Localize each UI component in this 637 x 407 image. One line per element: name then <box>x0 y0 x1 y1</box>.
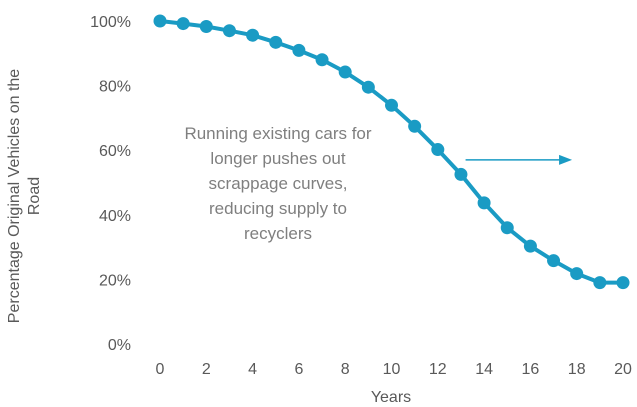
annotation-arrow-head <box>559 154 573 165</box>
x-tick-label: 18 <box>568 361 586 378</box>
data-point <box>176 17 190 31</box>
data-point <box>616 276 630 290</box>
y-tick-label: 20% <box>99 272 131 289</box>
x-tick-label: 20 <box>614 361 632 378</box>
y-axis-title: Percentage Original Vehicles on the Road <box>6 69 43 323</box>
y-axis-title-line: Road <box>26 177 43 215</box>
data-point <box>153 14 167 28</box>
data-point <box>408 119 422 133</box>
x-tick-label: 16 <box>522 361 540 378</box>
data-point <box>547 254 561 268</box>
data-point <box>199 19 213 33</box>
data-point <box>222 24 236 38</box>
x-tick-label: 12 <box>429 361 447 378</box>
data-point <box>477 196 491 210</box>
data-point <box>315 53 329 67</box>
annotation-text-line: scrappage curves, <box>209 174 348 193</box>
data-point <box>246 28 260 42</box>
data-point <box>454 167 468 181</box>
data-point <box>338 65 352 79</box>
data-point <box>593 276 607 290</box>
data-point <box>292 43 306 57</box>
x-tick-label: 14 <box>475 361 493 378</box>
data-point <box>361 80 375 94</box>
data-point <box>523 239 537 253</box>
y-tick-label: 60% <box>99 143 131 160</box>
y-tick-labels: 0% 20% 40% 60% 80% 100% <box>90 14 131 354</box>
y-tick-label: 40% <box>99 208 131 225</box>
x-tick-label: 8 <box>341 361 350 378</box>
annotation-text-line: recyclers <box>244 224 312 243</box>
series-group <box>153 14 630 290</box>
x-tick-label: 10 <box>383 361 401 378</box>
annotation-text-line: reducing supply to <box>209 199 347 218</box>
data-point <box>500 221 514 235</box>
x-tick-label: 2 <box>202 361 211 378</box>
data-point <box>269 35 283 49</box>
y-tick-label: 0% <box>108 337 131 354</box>
y-axis-title-line: Percentage Original Vehicles on the <box>6 69 23 323</box>
data-point <box>385 98 398 112</box>
annotation-text-line: longer pushes out <box>210 149 345 168</box>
y-tick-label: 100% <box>90 14 131 31</box>
data-point <box>570 267 584 281</box>
x-tick-label: 6 <box>294 361 303 378</box>
x-tick-labels: 0 2 4 6 8 10 12 14 16 18 20 <box>156 361 632 378</box>
annotation-text-line: Running existing cars for <box>184 124 371 143</box>
x-tick-label: 4 <box>248 361 257 378</box>
x-tick-label: 0 <box>156 361 165 378</box>
annotation: Running existing cars for longer pushes o… <box>184 124 573 243</box>
x-axis-title: Years <box>371 389 411 406</box>
y-tick-label: 80% <box>99 79 131 96</box>
data-point <box>431 143 445 157</box>
